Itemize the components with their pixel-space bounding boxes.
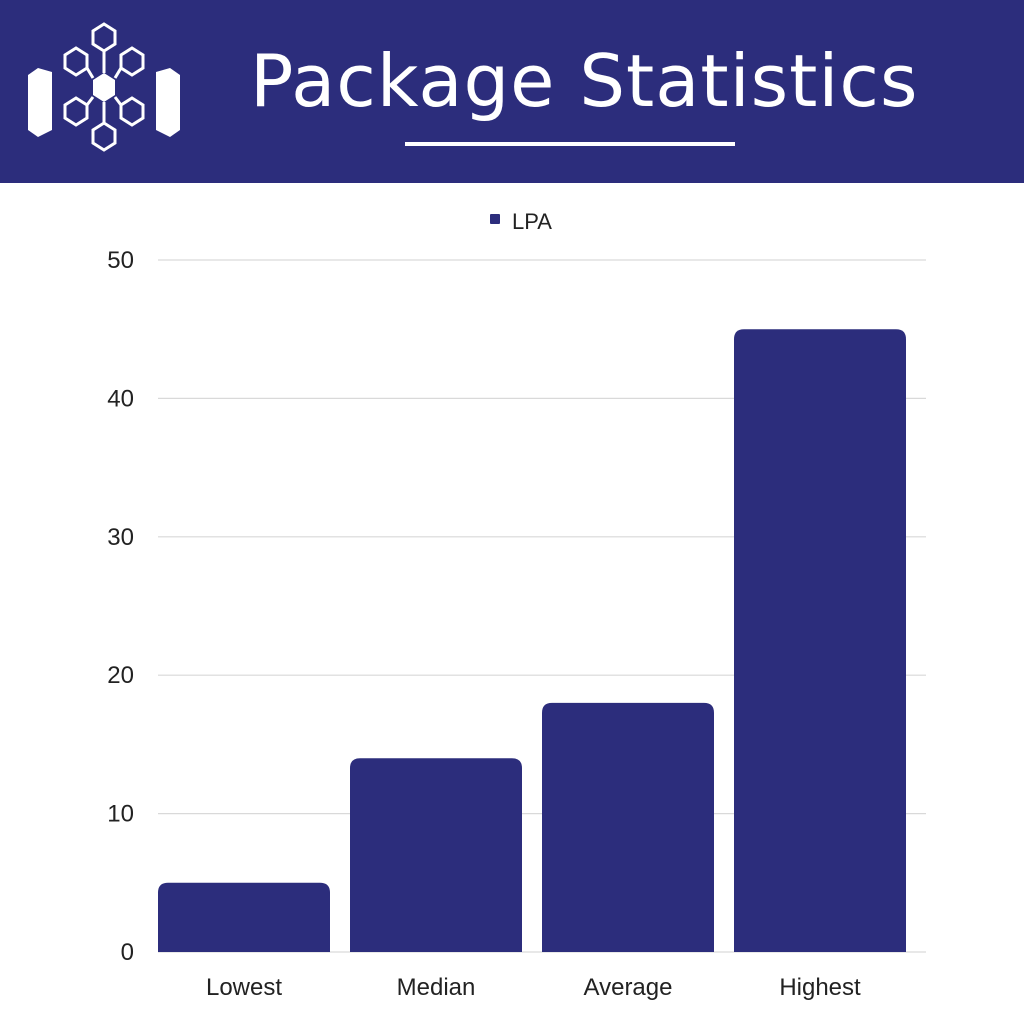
bar-highest	[734, 329, 906, 952]
page-title: Package Statistics	[250, 39, 919, 123]
bar-series	[158, 329, 906, 952]
header-banner: Package Statistics	[0, 0, 1024, 183]
x-tick-label: Average	[584, 974, 673, 1001]
title-underline	[405, 142, 735, 146]
logo-hexagon	[91, 121, 117, 152]
y-tick-label: 10	[107, 801, 134, 828]
x-tick-label: Lowest	[206, 974, 282, 1001]
logo-hexagon-filled	[93, 73, 115, 102]
bar-average	[542, 702, 714, 952]
x-axis: Lowest Median Average Highest	[206, 974, 861, 1001]
y-axis: 0 10 20 30 40 50	[107, 247, 134, 966]
bar-lowest	[158, 882, 330, 952]
hexagon-network-logo	[28, 22, 180, 152]
x-tick-label: Median	[397, 974, 476, 1001]
logo-hexagon	[63, 46, 89, 77]
legend-label: LPA	[512, 209, 552, 234]
logo-hexagon	[119, 46, 145, 77]
bar-median	[350, 758, 522, 952]
y-tick-label: 50	[107, 247, 134, 274]
logo-hexagon	[63, 96, 89, 127]
chart-legend: LPA	[490, 209, 552, 234]
legend-swatch	[490, 214, 500, 224]
y-tick-label: 40	[107, 385, 134, 412]
logo-side-block-right	[156, 68, 180, 137]
logo-hexagon	[91, 22, 117, 53]
logo-hexagon	[119, 96, 145, 127]
bar-chart: LPA 0 10 20 30 40 50 Lowest Median Average Highe…	[107, 209, 926, 1001]
x-tick-label: Highest	[779, 974, 861, 1001]
y-tick-label: 20	[107, 662, 134, 689]
y-tick-label: 0	[121, 939, 134, 966]
logo-side-block-left	[28, 68, 52, 137]
y-tick-label: 30	[107, 524, 134, 551]
